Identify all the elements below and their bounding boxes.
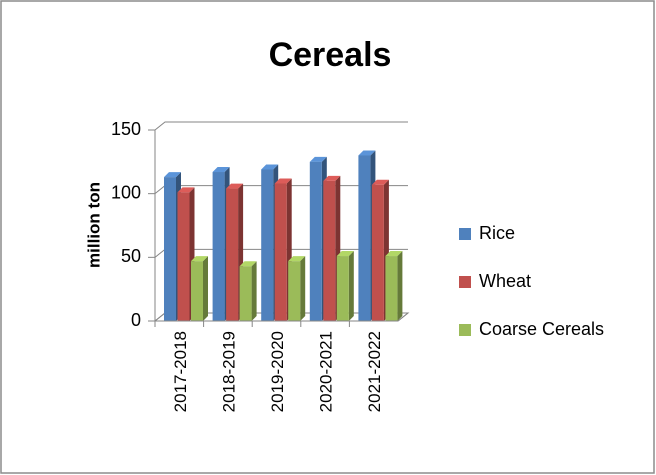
legend-swatch	[459, 276, 471, 288]
y-axis-label: million ton	[84, 182, 103, 268]
y-tick-label: 50	[121, 246, 141, 266]
bar-top	[239, 261, 257, 267]
bar	[274, 183, 287, 321]
bar-top	[323, 175, 341, 181]
bar	[261, 169, 274, 321]
bar-side	[348, 251, 354, 321]
y-tick-label: 100	[111, 182, 141, 202]
x-tick-label: 2021-2022	[365, 331, 384, 412]
bar-top	[164, 172, 181, 178]
bar-top	[274, 178, 292, 184]
bar	[358, 155, 371, 321]
x-tick-label: 2020-2021	[317, 331, 336, 412]
bar-top	[288, 256, 306, 262]
bar-side	[251, 261, 257, 321]
bar-side	[300, 256, 306, 321]
bar	[239, 266, 252, 321]
bar-top	[309, 156, 327, 162]
bar	[323, 180, 336, 321]
x-tick-label: 2018-2019	[219, 331, 238, 412]
bar	[164, 177, 176, 321]
bar-top	[358, 150, 376, 156]
legend-label: Rice	[479, 223, 515, 243]
chart-title: Cereals	[269, 36, 392, 74]
bar-side	[397, 251, 403, 321]
bar-top	[385, 251, 403, 257]
bar-top	[336, 251, 354, 257]
legend-swatch	[459, 228, 471, 240]
x-axis-end	[397, 312, 409, 322]
bar	[177, 192, 190, 321]
bar	[288, 261, 301, 321]
bar-top	[261, 164, 279, 170]
y-tick-label: 0	[131, 310, 141, 330]
y-tick-label: 150	[111, 119, 141, 139]
x-tick-label: 2019-2020	[268, 331, 287, 412]
legend-label: Wheat	[479, 271, 531, 291]
bar	[371, 184, 384, 321]
bar-top	[226, 183, 244, 189]
bar	[309, 161, 322, 321]
bar-side	[203, 256, 208, 321]
legend-swatch	[459, 324, 471, 336]
bar-top	[191, 256, 208, 262]
bar	[191, 261, 203, 321]
bar	[385, 256, 398, 321]
bar	[336, 256, 349, 321]
grid-line	[154, 121, 408, 131]
bar-top	[371, 179, 389, 185]
bar	[226, 188, 239, 321]
bar	[212, 172, 225, 321]
legend-label: Coarse Cereals	[479, 319, 604, 339]
x-tick-label: 2017-2018	[171, 331, 190, 412]
bar-top	[177, 187, 195, 193]
bar-top	[212, 167, 230, 173]
